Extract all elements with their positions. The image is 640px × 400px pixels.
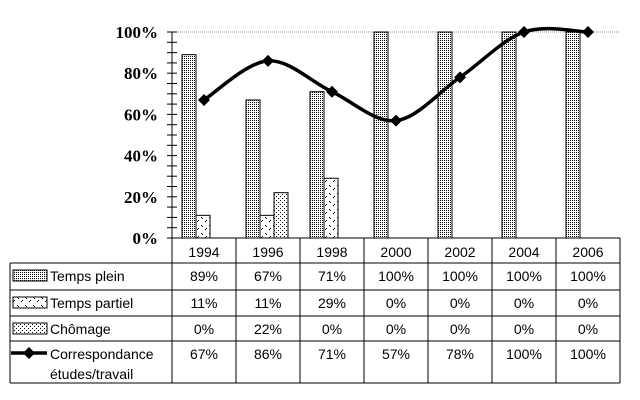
table-cell: 0% bbox=[578, 321, 598, 337]
legend-label: Correspondance bbox=[50, 346, 154, 362]
y-tick-label: 0% bbox=[133, 229, 159, 248]
table-cell: 0% bbox=[514, 295, 534, 311]
table-cell: 29% bbox=[318, 295, 346, 311]
line-marker-diamond bbox=[518, 26, 530, 38]
legend-label: Temps plein bbox=[50, 268, 125, 284]
legend-label: Chômage bbox=[50, 321, 111, 337]
bar-temps-plein bbox=[437, 31, 453, 239]
bar-temps-partiel bbox=[259, 214, 275, 239]
table-cell: 0% bbox=[322, 321, 342, 337]
bar-temps-plein bbox=[245, 99, 261, 239]
table-cell: 100% bbox=[570, 268, 606, 284]
table-cell: 0% bbox=[194, 321, 214, 337]
line-marker-diamond bbox=[582, 26, 594, 38]
y-tick-label: 20% bbox=[124, 188, 158, 207]
x-category-label: 2002 bbox=[444, 244, 475, 260]
table-cell: 71% bbox=[318, 346, 346, 362]
table-cell: 0% bbox=[450, 295, 470, 311]
table-cell: 0% bbox=[450, 321, 470, 337]
line-marker-diamond bbox=[198, 93, 210, 106]
y-tick-label: 60% bbox=[124, 105, 158, 124]
table-cell: 11% bbox=[191, 295, 218, 311]
table-cell: 0% bbox=[578, 295, 598, 311]
table-cell: 57% bbox=[382, 346, 410, 362]
table-cell: 78% bbox=[446, 346, 474, 362]
table-cell: 100% bbox=[570, 346, 606, 362]
table-cell: 100% bbox=[442, 268, 478, 284]
line-marker-diamond bbox=[262, 54, 274, 67]
y-tick-label: 80% bbox=[124, 64, 158, 83]
x-category-label: 1998 bbox=[316, 244, 347, 260]
table-cell: 22% bbox=[254, 321, 282, 337]
x-category-label: 1996 bbox=[252, 244, 283, 260]
line-marker-diamond bbox=[454, 71, 466, 84]
bar-temps-plein bbox=[309, 91, 325, 239]
bar-temps-plein bbox=[181, 54, 197, 239]
bar-temps-partiel bbox=[195, 214, 211, 239]
table-cell: 100% bbox=[506, 346, 542, 362]
table-cell: 0% bbox=[386, 321, 406, 337]
bar-temps-plein bbox=[565, 31, 581, 239]
bar-temps-plein bbox=[373, 31, 389, 239]
legend-label: études/travail bbox=[50, 366, 133, 382]
legend-swatch bbox=[12, 322, 48, 335]
line-marker-diamond bbox=[326, 85, 338, 98]
table-cell: 11% bbox=[255, 295, 282, 311]
table-cell: 86% bbox=[254, 346, 282, 362]
legend-label: Temps partiel bbox=[50, 295, 133, 311]
x-category-label: 2004 bbox=[508, 244, 539, 260]
table-cell: 71% bbox=[318, 268, 346, 284]
x-category-label: 2000 bbox=[380, 244, 411, 260]
x-category-label: 1994 bbox=[188, 244, 219, 260]
bar-temps-plein bbox=[501, 31, 517, 239]
line-correspondance bbox=[203, 26, 589, 123]
y-tick-label: 100% bbox=[116, 23, 159, 42]
y-tick-label: 40% bbox=[124, 147, 158, 166]
legend-swatch bbox=[12, 269, 48, 282]
table-cell: 0% bbox=[514, 321, 534, 337]
table-cell: 100% bbox=[378, 268, 414, 284]
bar-temps-partiel bbox=[323, 177, 339, 239]
x-category-label: 2006 bbox=[572, 244, 603, 260]
table-cell: 67% bbox=[254, 268, 282, 284]
table-cell: 67% bbox=[190, 346, 218, 362]
line-marker-diamond bbox=[390, 114, 402, 127]
legend-diamond-icon bbox=[23, 347, 35, 359]
legend-swatch bbox=[12, 296, 48, 309]
table-cell: 0% bbox=[386, 295, 406, 311]
table-cell: 89% bbox=[190, 268, 218, 284]
table-cell: 100% bbox=[506, 268, 542, 284]
bar-chomage bbox=[273, 192, 289, 239]
